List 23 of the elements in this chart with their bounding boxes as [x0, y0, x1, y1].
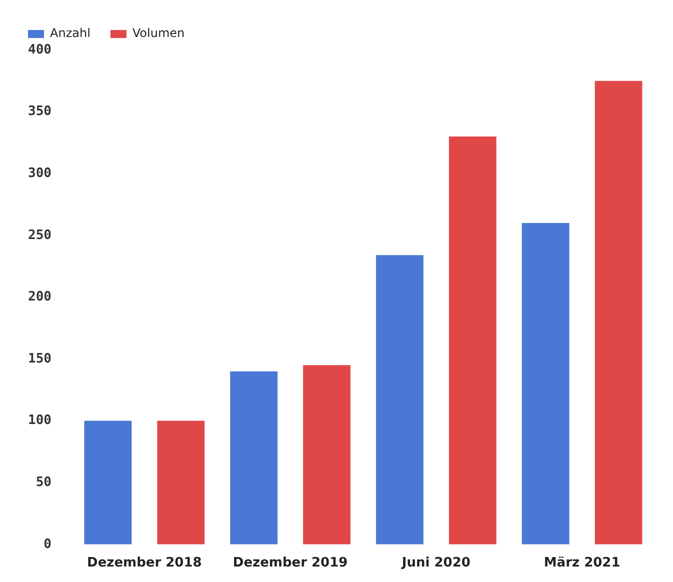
y-tick-label: 300: [28, 166, 52, 181]
bar: [376, 255, 424, 544]
bar: [522, 223, 570, 544]
bar: [230, 371, 278, 544]
legend-label: Volumen: [132, 26, 185, 40]
legend-label: Anzahl: [50, 26, 90, 40]
x-tick-label: Juni 2020: [400, 556, 470, 571]
y-tick-label: 250: [28, 228, 52, 243]
y-tick-label: 400: [28, 42, 52, 58]
y-tick-label: 100: [28, 413, 52, 428]
x-tick-label: März 2021: [544, 556, 620, 571]
x-tick-label: Dezember 2019: [232, 556, 348, 571]
bar: [594, 80, 642, 544]
y-tick-label: 350: [28, 104, 52, 120]
bar: [157, 420, 205, 544]
bar: [303, 365, 350, 544]
y-tick-label: 200: [28, 290, 52, 305]
bar: [448, 136, 496, 544]
y-tick-label: 150: [28, 351, 52, 366]
y-tick-label: 50: [36, 474, 52, 490]
x-tick-label: Dezember 2018: [87, 556, 202, 571]
bar: [84, 420, 132, 544]
y-tick-label: 0: [44, 536, 52, 552]
